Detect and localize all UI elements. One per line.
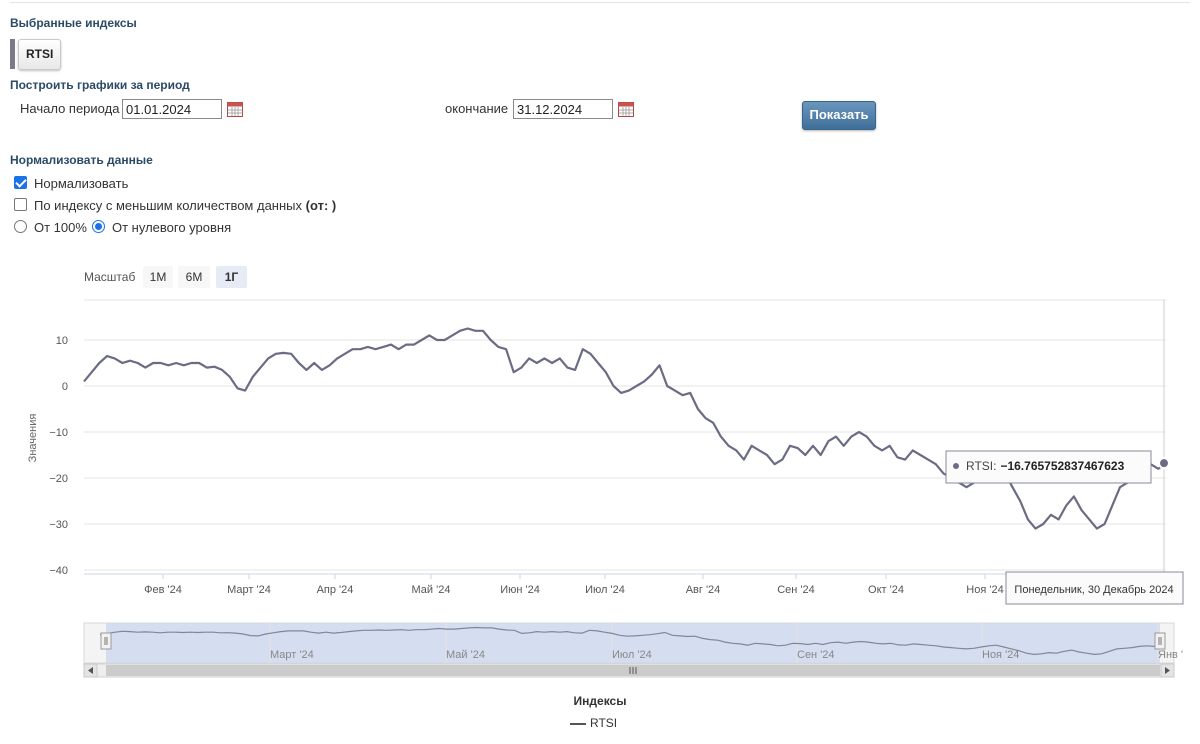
tooltip-date: Понедельник, 30 Декабрь 2024 — [1014, 584, 1173, 596]
scrollbar-thumb[interactable] — [106, 665, 1160, 676]
scroll-right-arrow-icon — [1165, 667, 1170, 674]
legend-title: Индексы — [573, 694, 627, 708]
y-tick-label: −30 — [49, 519, 68, 531]
show-button[interactable]: Показать — [802, 101, 876, 130]
scrollbar-left-button[interactable] — [83, 663, 98, 678]
scrollbar-grip-icon — [629, 667, 637, 674]
y-axis-label: Значения — [27, 414, 39, 463]
navigator-handle-left[interactable] — [100, 632, 112, 650]
navigator-handle-right[interactable] — [1154, 632, 1166, 650]
y-tick-label: −20 — [49, 473, 68, 485]
calendar-icon[interactable] — [227, 102, 243, 117]
chip-accent-bar — [10, 39, 15, 69]
navigator-series-line — [99, 626, 1163, 656]
navigator-label: Июл '24 — [612, 649, 652, 661]
x-tick-label: Апр '24 — [317, 584, 354, 596]
zoom-6m-button[interactable]: 6М — [178, 266, 210, 288]
y-tick-label: 10 — [56, 335, 68, 347]
value-tooltip: RTSI: −16.765752837467623 — [945, 450, 1152, 484]
tooltip-series: RTSI: — [966, 459, 996, 473]
x-tick-label: Июл '24 — [585, 584, 625, 596]
y-tick-label: 0 — [62, 381, 68, 393]
zoom-1m-button[interactable]: 1М — [143, 266, 173, 288]
navigator-label: Март '24 — [270, 649, 314, 661]
fewer-data-suffix: (от: ) — [305, 198, 337, 213]
period-title: Построить графики за период — [10, 78, 190, 92]
normalize-checkbox-label: Нормализовать — [34, 176, 129, 191]
navigator-selection[interactable] — [106, 623, 1160, 663]
scroll-left-arrow-icon — [88, 667, 93, 674]
date-tooltip: Понедельник, 30 Декабрь 2024 — [1005, 571, 1184, 605]
start-date-input[interactable] — [122, 99, 222, 119]
zoom-label: Масштаб — [84, 270, 136, 284]
normalize-checkbox[interactable] — [14, 176, 27, 189]
from-zero-radio[interactable] — [92, 220, 105, 233]
from-100-label: От 100% — [34, 220, 87, 235]
rtsi-index-chip[interactable]: RTSI — [18, 39, 62, 70]
navigator-label: Май '24 — [446, 649, 485, 661]
hover-point — [1158, 457, 1170, 470]
end-date-input[interactable] — [513, 99, 613, 119]
scrollbar-track[interactable] — [83, 663, 1175, 678]
scrollbar-right-button[interactable] — [1160, 663, 1175, 678]
x-tick-label: Авг '24 — [686, 584, 721, 596]
x-tick-label: Сен '24 — [777, 584, 815, 596]
tooltip-value: −16.765752837467623 — [1000, 459, 1124, 473]
navigator-label: Сен '24 — [797, 649, 835, 661]
y-tick-label: −40 — [49, 565, 68, 577]
legend-item-rtsi[interactable]: RTSI — [570, 716, 617, 730]
end-date-label: окончание — [445, 101, 509, 116]
navigator-track — [83, 622, 1175, 664]
x-tick-label: Март '24 — [227, 584, 271, 596]
x-tick-label: Май '24 — [412, 584, 451, 596]
from-zero-label: От нулевого уровня — [112, 220, 232, 235]
start-date-label: Начало периода — [20, 101, 120, 116]
y-tick-label: −10 — [49, 427, 68, 439]
fewer-data-checkbox[interactable] — [14, 198, 27, 211]
legend-swatch — [570, 722, 586, 725]
selected-indexes-title: Выбранные индексы — [10, 16, 137, 30]
top-divider — [10, 2, 1190, 3]
navigator-label: Ноя '24 — [982, 649, 1019, 661]
rtsi-series-line — [83, 327, 1167, 530]
x-tick-label: Ноя '24 — [966, 584, 1003, 596]
x-tick-label: Фев '24 — [144, 584, 182, 596]
x-tick-label: Июн '24 — [500, 584, 540, 596]
zoom-1y-button[interactable]: 1Г — [216, 266, 247, 288]
x-tick-label: Окт '24 — [868, 584, 904, 596]
svg-text:RTSI:−16.765752837467623: RTSI: −16.765752837467623 — [966, 459, 1125, 473]
normalize-title: Нормализовать данные — [10, 153, 153, 167]
calendar-icon[interactable] — [618, 102, 634, 117]
navigator-label: Янв ' — [1158, 649, 1183, 661]
fewer-data-checkbox-label: По индексу с меньшим количеством данных … — [34, 198, 337, 213]
from-100-radio[interactable] — [14, 220, 27, 233]
